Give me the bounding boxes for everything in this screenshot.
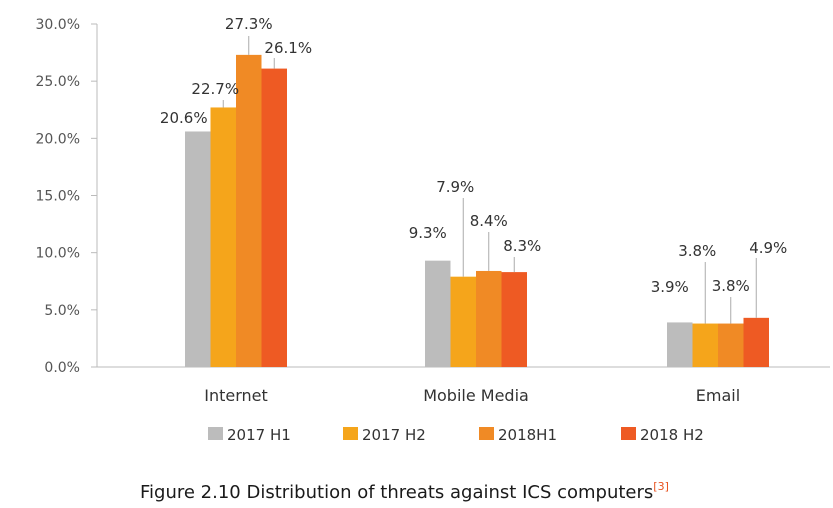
legend-label: 2018H1: [498, 426, 557, 444]
bar: [692, 323, 718, 367]
bar: [718, 323, 744, 367]
caption-text: Figure 2.10 Distribution of threats agai…: [140, 482, 653, 503]
x-category-label: Mobile Media: [423, 386, 529, 405]
data-label: 3.9%: [651, 278, 689, 296]
data-label: 20.6%: [160, 109, 208, 127]
x-axis-labels: Internet Mobile Media Email: [204, 386, 740, 405]
y-tick-label: 0.0%: [44, 360, 80, 376]
bar: [210, 107, 236, 368]
data-label: 27.3%: [225, 15, 273, 33]
data-label: 26.1%: [264, 39, 312, 57]
data-label: 3.8%: [712, 277, 750, 295]
legend-swatch: [621, 427, 636, 440]
data-labels: 20.6% 22.7% 27.3% 26.1% 9.3% 7.9% 8.4% 8.3% 3.9%…: [160, 15, 787, 324]
x-category-label: Email: [696, 386, 740, 405]
legend-swatch: [479, 427, 494, 440]
data-label: 4.9%: [749, 239, 787, 257]
y-tick-label: 5.0%: [44, 303, 80, 319]
bar: [425, 260, 451, 367]
bar: [450, 276, 476, 367]
bar: [743, 317, 769, 367]
bars: [185, 54, 769, 368]
y-tick-label: 25.0%: [36, 74, 80, 90]
data-label: 3.8%: [678, 242, 716, 260]
legend-swatch: [343, 427, 358, 440]
figure-caption: Figure 2.10 Distribution of threats agai…: [140, 480, 669, 503]
bar: [476, 270, 502, 367]
y-tick-label: 20.0%: [36, 131, 80, 147]
data-label: 22.7%: [191, 80, 239, 98]
bar: [236, 54, 262, 368]
legend-label: 2017 H2: [362, 426, 426, 444]
legend-swatch: [208, 427, 223, 440]
legend-label: 2017 H1: [227, 426, 291, 444]
caption-reference: [3]: [653, 480, 669, 493]
y-tick-label: 15.0%: [36, 189, 80, 205]
data-label: 7.9%: [436, 178, 474, 196]
data-label: 8.4%: [470, 212, 508, 230]
bar: [667, 322, 693, 367]
x-category-label: Internet: [204, 386, 268, 405]
bar: [261, 68, 287, 367]
data-label: 9.3%: [409, 224, 447, 242]
legend-label: 2018 H2: [640, 426, 704, 444]
legend: 2017 H1 2017 H2 2018H1 2018 H2: [208, 426, 704, 444]
bar: [185, 131, 211, 367]
y-tick-label: 30.0%: [36, 17, 80, 33]
bar: [501, 272, 527, 367]
y-tick-label: 10.0%: [36, 246, 80, 262]
data-label: 8.3%: [503, 237, 541, 255]
